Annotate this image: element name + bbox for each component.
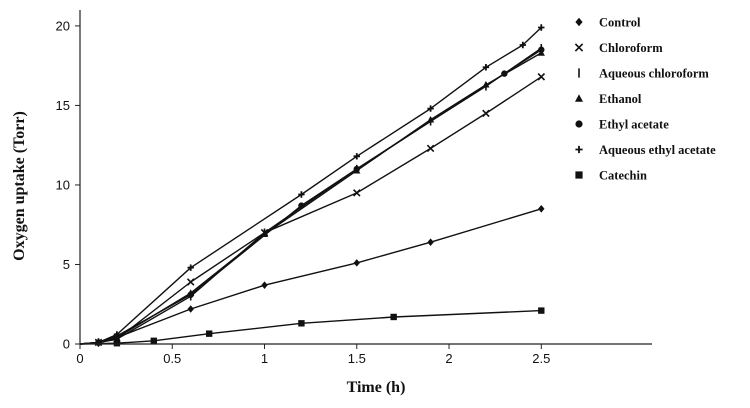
legend-marker	[575, 94, 583, 102]
data-point-aqueous-ethyl-acetate	[353, 153, 360, 160]
data-point-aqueous-ethyl-acetate	[482, 64, 490, 71]
data-point-ethanol	[260, 230, 269, 238]
data-point-aqueous-ethyl-acetate	[113, 331, 121, 338]
legend-marker	[575, 145, 583, 154]
data-point-chloroform	[482, 109, 490, 118]
data-point-control	[427, 238, 434, 247]
data-point-chloroform	[353, 189, 361, 197]
series-line-chloroform	[79, 76, 542, 345]
data-point-control	[538, 205, 545, 213]
x-axis-title: Time (h)	[347, 379, 406, 396]
data-point-aqueous-ethyl-acetate	[187, 264, 194, 271]
data-point-chloroform	[186, 278, 195, 286]
y-tick-label: 20	[56, 18, 70, 33]
series-line-aqueous-ethyl-acetate	[79, 26, 542, 345]
y-tick-label: 5	[63, 257, 70, 272]
data-point-ethyl-acetate	[187, 291, 194, 298]
x-tick-label: 0.5	[163, 351, 181, 366]
data-point-chloroform	[537, 73, 546, 81]
series-lines	[79, 26, 542, 345]
data-point-ethyl-acetate	[353, 165, 360, 173]
x-ticks: 0 0.5 1 1.5 2 2.5	[76, 344, 550, 366]
data-point-catechin	[150, 337, 158, 345]
y-ticks: 0 5 10 15 20	[56, 18, 80, 352]
series-markers	[94, 24, 546, 348]
data-point-ethyl-acetate	[501, 70, 508, 77]
data-point-aqueous-ethyl-acetate	[427, 105, 434, 112]
series-line-ethanol	[79, 52, 542, 345]
data-point-control	[261, 281, 268, 289]
data-point-aqueous-ethyl-acetate	[298, 191, 305, 198]
data-point-aqueous-ethyl-acetate	[538, 24, 545, 31]
y-tick-label: 10	[56, 177, 70, 192]
data-point-control	[187, 305, 194, 313]
y-tick-label: 15	[56, 98, 70, 113]
x-tick-label: 0	[76, 351, 83, 366]
x-tick-label: 2	[445, 351, 452, 366]
data-point-catechin	[205, 330, 213, 337]
series-line-aqueous-chloroform	[79, 47, 542, 345]
legend: Control Chloroform Aqueous chloroform Ethan…	[574, 16, 716, 183]
x-tick-label: 1.5	[348, 351, 366, 366]
legend-label: Aqueous chloroform	[599, 67, 709, 81]
legend-marker	[575, 171, 583, 179]
legend-marker	[575, 17, 583, 27]
legend-marker	[575, 120, 583, 128]
data-point-ethanol	[426, 115, 435, 123]
legend-label: Catechin	[599, 169, 647, 183]
data-point-ethyl-acetate	[538, 46, 545, 53]
y-axis-title: Oxygen uptake (Torr)	[11, 111, 28, 261]
legend-label: Control	[599, 16, 641, 30]
data-point-catechin	[298, 320, 305, 327]
data-point-catechin	[538, 307, 545, 314]
data-point-ethanol	[482, 80, 490, 88]
data-point-control	[353, 259, 360, 267]
x-tick-label: 2.5	[532, 351, 550, 366]
data-point-catechin	[390, 313, 397, 321]
series-line-catechin	[79, 309, 542, 345]
series-line-control	[79, 208, 542, 345]
series-line-ethyl-acetate	[79, 49, 542, 345]
legend-label: Chloroform	[599, 41, 663, 55]
legend-label: Ethyl acetate	[599, 118, 669, 132]
legend-marker	[574, 43, 584, 52]
legend-label: Aqueous ethyl acetate	[599, 143, 716, 157]
data-point-aqueous-ethyl-acetate	[519, 41, 527, 49]
y-tick-label: 0	[63, 337, 70, 352]
data-point-ethyl-acetate	[298, 202, 305, 209]
x-tick-label: 1	[261, 351, 268, 366]
legend-label: Ethanol	[599, 92, 642, 106]
data-point-chloroform	[426, 144, 435, 153]
data-point-catechin	[113, 340, 121, 347]
